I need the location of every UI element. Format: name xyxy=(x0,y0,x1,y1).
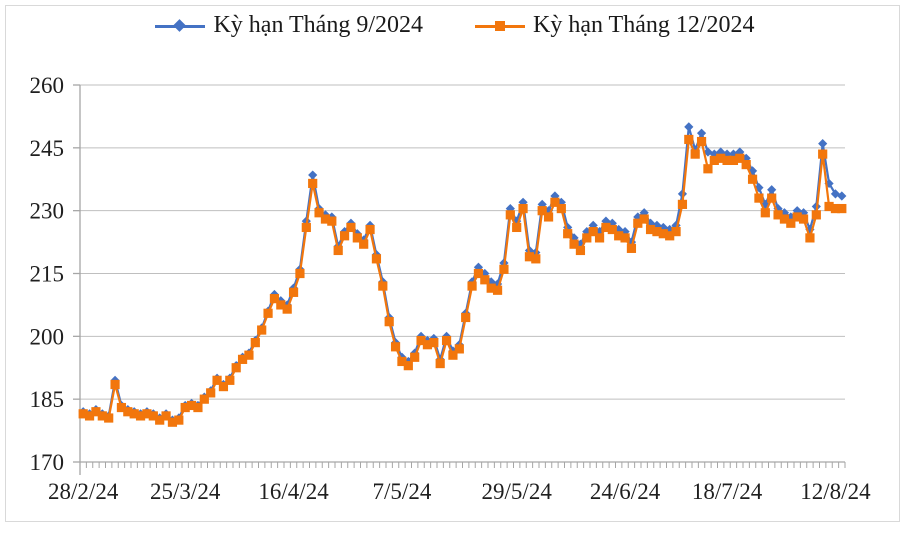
y-tick-label: 200 xyxy=(30,324,65,349)
chart-border-frame xyxy=(5,5,900,522)
diamond-marker-icon xyxy=(155,18,206,33)
legend-item-dec-2024: Kỳ hạn Tháng 12/2024 xyxy=(475,12,755,39)
y-gridlines xyxy=(80,84,845,400)
x-tick-label: 7/5/24 xyxy=(373,479,432,504)
y-tick-label: 215 xyxy=(30,262,65,287)
axis-labels: 170 185 200 215 230 245 260 28/2/24 25/3/24 16/4/… xyxy=(30,73,872,504)
y-tick-label: 185 xyxy=(30,387,65,412)
x-tick-label: 24/6/24 xyxy=(590,479,661,504)
series-dec-2024 xyxy=(78,134,847,427)
y-tick-label: 230 xyxy=(30,199,65,224)
y-tick-label: 170 xyxy=(30,450,65,475)
y-tick-label: 245 xyxy=(30,136,65,161)
y-tick-label: 260 xyxy=(30,73,65,98)
legend-item-sep-2024: Kỳ hạn Tháng 9/2024 xyxy=(155,12,423,39)
x-tick-label: 12/8/24 xyxy=(800,479,871,504)
legend-label-dec-2024: Kỳ hạn Tháng 12/2024 xyxy=(533,12,755,38)
x-tick-label: 18/7/24 xyxy=(692,479,763,504)
x-tick-label: 25/3/24 xyxy=(150,479,221,504)
square-marker-icon xyxy=(475,19,525,33)
x-tick-label: 28/2/24 xyxy=(48,479,119,504)
x-tick-label: 29/5/24 xyxy=(482,479,553,504)
x-tick-label: 16/4/24 xyxy=(258,479,329,504)
legend-label-sep-2024: Kỳ hạn Tháng 9/2024 xyxy=(213,12,423,38)
chart-legend: Kỳ hạn Tháng 9/2024 Kỳ hạn Tháng 12/2024 xyxy=(0,12,910,39)
